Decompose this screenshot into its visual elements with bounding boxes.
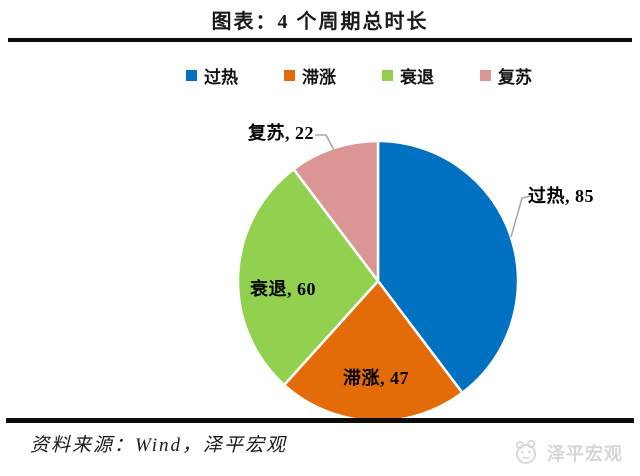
legend-label-stagflation: 滞涨	[302, 68, 336, 87]
watermark: 泽平宏观	[512, 438, 623, 468]
chart-title: 图表：4 个周期总时长	[211, 11, 429, 33]
pie-slice-3	[236, 167, 380, 387]
slice-label-recession: 衰退, 60	[250, 279, 316, 299]
legend-item-recession: 衰退	[382, 63, 434, 88]
title-divider	[8, 38, 632, 42]
legend-swatch-recovery	[480, 70, 491, 81]
legend-item-overheat: 过热	[186, 63, 238, 88]
legend-label-overheat: 过热	[204, 68, 238, 87]
slice-label-stagflation: 滞涨, 47	[343, 368, 409, 388]
legend-swatch-stagflation	[284, 70, 295, 81]
legend-label-recovery: 复苏	[498, 68, 532, 87]
legend-label-recession: 衰退	[400, 68, 434, 87]
legend-swatch-recession	[382, 70, 393, 81]
legend-item-stagflation: 滞涨	[284, 63, 336, 88]
leader-line-recovery	[315, 134, 335, 151]
footer-divider	[6, 418, 634, 423]
leader-line-overheat	[510, 195, 532, 238]
watermark-text: 泽平宏观	[547, 444, 623, 464]
chart-legend: 过热 滞涨 衰退 复苏	[186, 63, 532, 88]
slice-label-recovery: 复苏, 22	[248, 123, 314, 143]
zeping-logo-icon	[516, 439, 536, 464]
legend-swatch-overheat	[186, 70, 197, 81]
slice-label-overheat: 过热, 85	[528, 186, 594, 206]
source-note: 资料来源：Wind，泽平宏观	[30, 435, 288, 456]
legend-item-recovery: 复苏	[480, 63, 532, 88]
